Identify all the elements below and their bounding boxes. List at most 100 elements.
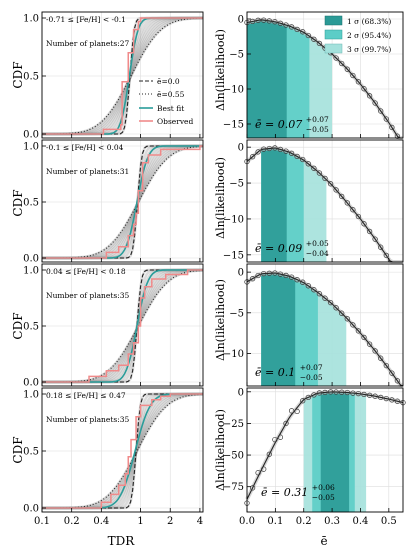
- like-ytick-label: 0: [238, 387, 244, 398]
- like-ytick-label: 0: [238, 268, 244, 279]
- curve-observed: [42, 17, 203, 135]
- best-fit-annotation: ē = 0.1: [255, 366, 295, 379]
- likelihood-marker: [283, 148, 289, 154]
- likelihood-marker: [261, 146, 267, 152]
- like-ytick-label: −5: [229, 50, 244, 61]
- likelihood-marker: [322, 175, 328, 182]
- likelihood-marker: [272, 19, 278, 25]
- cdf-panel-3: 0.0 0.5 1.0 0.04 ≤ [Fe/H] < 0.18 Number of p…: [23, 263, 204, 389]
- likelihood-marker: [378, 108, 384, 114]
- sigma1-region: [320, 391, 350, 512]
- cdf-frame: [41, 139, 204, 263]
- likelihood-marker: [316, 40, 323, 47]
- legend-item-sigma2: 2 σ (95.4%): [347, 31, 391, 40]
- likelihood-marker: [333, 389, 339, 395]
- like-ytick-label: −10: [223, 349, 244, 360]
- cdf-panel-annotation: Number of planets:27: [46, 39, 129, 48]
- likelihood-marker: [333, 55, 339, 61]
- cdf-xtick-label: 4: [197, 516, 203, 527]
- likelihood-marker: [355, 79, 362, 85]
- likelihood-marker: [277, 146, 284, 153]
- like-xtick-label: 0.0: [239, 516, 255, 527]
- legend-item-observed: Observed: [157, 117, 193, 126]
- like-ytick-label: −5: [229, 179, 244, 190]
- likelihood-marker: [361, 391, 367, 398]
- legend-right: 1 σ (68.3%) 2 σ (95.4%) 3 σ (99.7%): [324, 15, 391, 54]
- likelihood-marker: [272, 270, 278, 276]
- likelihood-marker: [372, 100, 378, 106]
- like-frame: [246, 263, 404, 387]
- likelihood-marker: [322, 389, 328, 396]
- likelihood-marker: [372, 393, 378, 399]
- like-ytick-label: −50: [223, 451, 244, 462]
- cdf-ytick-label: 1.0: [23, 266, 39, 277]
- legend-sigma2-swatch: [324, 29, 343, 40]
- like-ytick-label: −10: [223, 85, 244, 96]
- likelihood-marker: [394, 378, 401, 384]
- likelihood-panel-4: 0 −25 −50 −75 ē = 0.31 +0.06−0.05: [223, 387, 406, 513]
- likelihood-marker: [255, 17, 261, 23]
- legend-item-bestfit: Best fit: [157, 104, 184, 113]
- likelihood-marker: [350, 207, 356, 213]
- cdf-panel-title: 0.04 ≤ [Fe/H] < 0.18: [46, 267, 126, 276]
- legend-item-e0: ē=0.0: [157, 77, 180, 86]
- likelihood-marker: [339, 60, 345, 67]
- cdf-ytick-label: 1.0: [23, 14, 39, 25]
- cdf-panel-title: -0.71 ≤ [Fe/H] < -0.1: [46, 15, 126, 24]
- cdf-ytick-label: 0.5: [23, 322, 39, 333]
- likelihood-marker: [361, 334, 367, 341]
- cdf-ytick-label: 1.0: [23, 390, 39, 401]
- likelihood-marker: [316, 390, 323, 396]
- likelihood-marker: [294, 26, 300, 33]
- likelihood-marker: [327, 181, 334, 187]
- likelihood-marker: [366, 228, 373, 235]
- sigma1-region: [261, 147, 287, 262]
- cdf-frame: [41, 387, 204, 513]
- likelihood-marker: [339, 310, 345, 316]
- cdf-frame: [41, 263, 204, 387]
- legend-left: ē=0.0 ē=0.55 Best fit Observed: [139, 77, 193, 126]
- cdf-panel-title: 0.18 ≤ [Fe/H] ≤ 0.47: [46, 391, 126, 400]
- likelihood-panel-1: 0 −5 −10 −15 ē = 0.07 +0.07−0.05: [223, 11, 404, 140]
- likelihood-marker: [366, 93, 373, 99]
- legend-item-sigma3: 3 σ (99.7%): [347, 45, 391, 54]
- likelihood-marker: [339, 389, 345, 395]
- like-xtick-label: 0.5: [381, 516, 397, 527]
- like-xtick-label: 0.2: [296, 516, 312, 527]
- likelihood-marker: [249, 18, 256, 25]
- likelihood-marker: [311, 287, 317, 293]
- cdf-panel-annotation: Number of planets:35: [46, 415, 129, 424]
- likelihood-marker: [344, 389, 350, 396]
- likelihood-marker: [366, 341, 373, 347]
- likelihood-marker: [255, 272, 261, 279]
- cdf-xtick-label: 0.2: [64, 516, 80, 527]
- cdf-panel-annotation: Number of planets:31: [46, 167, 129, 176]
- likelihood-marker: [366, 392, 373, 398]
- cdf-frame: [41, 11, 204, 139]
- likelihood-marker: [383, 362, 389, 369]
- likelihood-marker: [378, 244, 384, 250]
- likelihood-marker: [261, 17, 267, 23]
- like-ytick-label: −10: [223, 214, 244, 225]
- legend-item-sigma1: 1 σ (68.3%): [347, 17, 391, 26]
- likelihood-curve: [246, 391, 404, 500]
- curve-e055: [42, 269, 204, 383]
- like-xtick-label: 0.1: [267, 516, 283, 527]
- best-fit-upper-error: +0.07: [306, 115, 329, 124]
- left-ylabel-2: CDF: [11, 189, 25, 216]
- likelihood-marker: [394, 398, 401, 404]
- likelihood-marker: [361, 221, 367, 227]
- curve-observed: [42, 393, 203, 509]
- likelihood-marker: [272, 145, 278, 151]
- likelihood-marker: [255, 149, 261, 155]
- cdf-ytick-label: 0.5: [23, 198, 39, 209]
- cdf-xtick-label: 1: [137, 516, 143, 527]
- best-fit-lower-error: −0.05: [300, 373, 323, 382]
- likelihood-marker: [277, 434, 284, 440]
- cdf-xtick-label: 0.4: [93, 516, 109, 527]
- curve-e055: [42, 145, 204, 259]
- likelihood-marker: [294, 277, 300, 283]
- likelihood-marker: [350, 72, 356, 79]
- likelihood-marker: [261, 270, 267, 277]
- best-fit-upper-error: +0.06: [312, 483, 335, 492]
